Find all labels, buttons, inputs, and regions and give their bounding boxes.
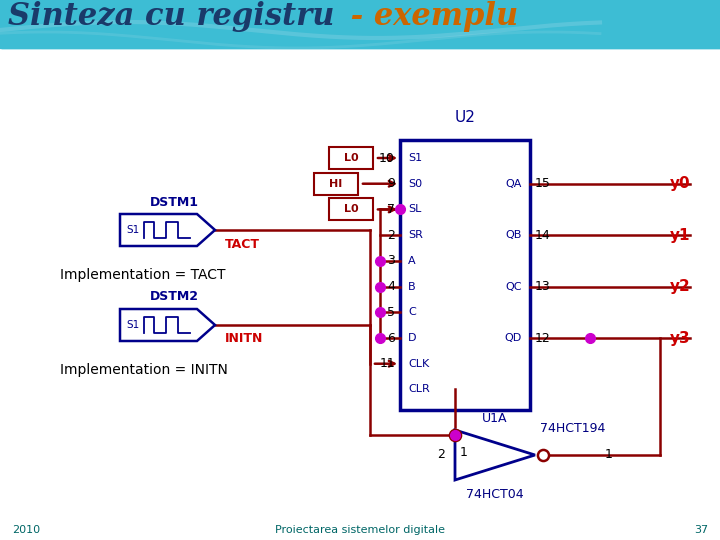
Text: 10: 10 [379, 152, 395, 165]
FancyBboxPatch shape [400, 140, 530, 410]
Text: y2: y2 [670, 279, 690, 294]
Text: S1: S1 [126, 320, 139, 330]
Text: C: C [408, 307, 415, 318]
Text: S1: S1 [408, 153, 422, 163]
Text: L0: L0 [343, 205, 359, 214]
Text: QA: QA [505, 179, 522, 188]
Text: 9: 9 [387, 177, 395, 190]
FancyBboxPatch shape [329, 198, 373, 220]
Text: 6: 6 [387, 332, 395, 345]
Text: CLR: CLR [408, 384, 430, 394]
Text: S0: S0 [408, 179, 422, 188]
Text: S1: S1 [126, 225, 139, 235]
Text: 37: 37 [694, 525, 708, 535]
Text: L0: L0 [343, 153, 359, 163]
Polygon shape [120, 214, 215, 246]
Text: y3: y3 [670, 330, 690, 346]
Text: A: A [408, 256, 415, 266]
Text: Sinteza cu registru: Sinteza cu registru [8, 1, 334, 31]
Text: 3: 3 [387, 254, 395, 267]
FancyBboxPatch shape [0, 0, 720, 50]
Text: HI: HI [329, 179, 343, 188]
Text: D: D [408, 333, 416, 343]
Text: U1A: U1A [482, 411, 508, 424]
Text: 7: 7 [387, 203, 395, 216]
Text: 4: 4 [387, 280, 395, 293]
Text: 1: 1 [605, 449, 613, 462]
Text: QB: QB [505, 230, 522, 240]
Text: 2: 2 [387, 228, 395, 241]
Text: 15: 15 [535, 177, 551, 190]
Text: 5: 5 [387, 306, 395, 319]
Text: TACT: TACT [225, 238, 260, 251]
Text: Implementation = INITN: Implementation = INITN [60, 363, 228, 377]
Text: 2: 2 [437, 449, 445, 462]
Text: Proiectarea sistemelor digitale: Proiectarea sistemelor digitale [275, 525, 445, 535]
Text: 74HCT04: 74HCT04 [466, 488, 524, 501]
Text: CLK: CLK [408, 359, 429, 369]
Text: - exemplu: - exemplu [340, 1, 518, 31]
Text: 14: 14 [535, 228, 551, 241]
Text: DSTM1: DSTM1 [150, 195, 199, 208]
Text: SR: SR [408, 230, 423, 240]
FancyBboxPatch shape [329, 147, 373, 169]
Text: SL: SL [408, 205, 421, 214]
FancyBboxPatch shape [0, 50, 720, 540]
Text: 12: 12 [535, 332, 551, 345]
FancyBboxPatch shape [314, 173, 358, 195]
Text: 74HCT194: 74HCT194 [540, 422, 606, 435]
Text: Implementation = TACT: Implementation = TACT [60, 268, 225, 282]
Text: 1: 1 [460, 447, 468, 460]
Text: B: B [408, 281, 415, 292]
Text: 11: 11 [379, 357, 395, 370]
Text: U2: U2 [454, 110, 475, 125]
Polygon shape [0, 50, 720, 290]
Polygon shape [120, 309, 215, 341]
Text: 2010: 2010 [12, 525, 40, 535]
Text: DSTM2: DSTM2 [150, 291, 199, 303]
Text: 13: 13 [535, 280, 551, 293]
Text: y1: y1 [670, 228, 690, 242]
Text: QC: QC [505, 281, 522, 292]
Text: QD: QD [505, 333, 522, 343]
Text: y0: y0 [670, 176, 690, 191]
Text: INITN: INITN [225, 333, 264, 346]
Polygon shape [455, 430, 535, 480]
